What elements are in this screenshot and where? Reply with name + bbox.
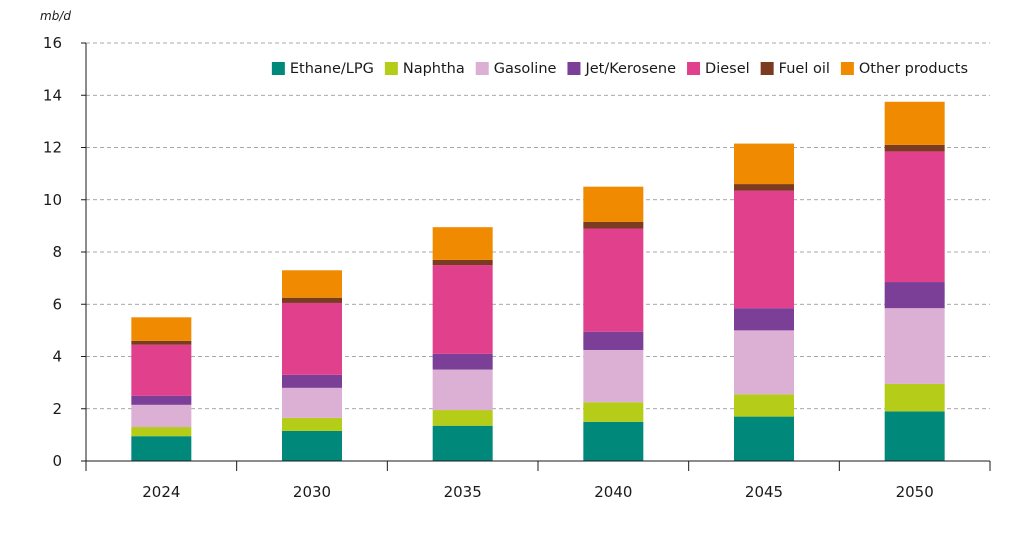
legend-label: Diesel [705, 61, 750, 77]
bar-segment [131, 317, 192, 341]
bar-segment [583, 228, 644, 332]
bar-segment [282, 302, 342, 375]
bar-segment [583, 421, 644, 461]
bar-segment [583, 186, 644, 222]
bar-segment [884, 144, 945, 152]
bar-segment [282, 430, 342, 461]
x-tick-label: 2030 [293, 483, 331, 501]
bar-segment [432, 353, 493, 370]
legend-item: Ethane/LPG [271, 61, 374, 77]
bar-segment [131, 395, 192, 405]
bar-segment [734, 394, 794, 417]
legend: Ethane/LPG Naphtha Gasoline Jet/Kerosene Die… [271, 61, 968, 77]
bar-segment [432, 227, 493, 260]
bar-segment [131, 427, 192, 437]
bar-segment [734, 308, 794, 331]
bar-segment [282, 297, 342, 303]
x-tick-label: 2045 [745, 483, 783, 501]
bar-segment [432, 259, 493, 266]
legend-swatch [384, 62, 398, 75]
legend-swatch [687, 62, 701, 75]
bar-segment [432, 369, 493, 411]
legend-item: Jet/Kerosene [567, 61, 676, 77]
gridlines [86, 42, 990, 410]
x-tick-label: 2024 [142, 483, 180, 501]
bar-segment [884, 308, 945, 384]
y-axis-unit-label: mb/d [40, 9, 71, 23]
bar-segment [282, 417, 342, 431]
y-tick-label: 12 [43, 139, 62, 157]
legend-label: Gasoline [494, 61, 557, 77]
legend-label: Jet/Kerosene [584, 61, 676, 77]
bar-segment [583, 221, 644, 229]
bar-segment [282, 387, 342, 418]
legend-swatch [840, 62, 854, 75]
bar-segment [583, 349, 644, 403]
bar-segment [884, 151, 945, 283]
bar-segment [734, 416, 794, 461]
y-tick-label: 2 [52, 400, 62, 418]
bar-segment [131, 340, 192, 345]
legend-item: Naphtha [384, 61, 465, 77]
bar-segment [734, 330, 794, 395]
legend-swatch [271, 62, 285, 75]
legend-label: Naphtha [403, 61, 465, 77]
bar-segment [131, 436, 192, 461]
axes: 0 2 4 6 8 10 12 14 16 2024 2030 2035 2040 2045 2050 [43, 34, 991, 501]
bar-segment [282, 270, 342, 298]
y-tick-label: 0 [52, 452, 62, 470]
y-tick-label: 4 [52, 348, 62, 366]
legend-item: Diesel [687, 61, 750, 77]
bar-segment [432, 410, 493, 426]
bar-segment [432, 265, 493, 354]
bar-segment [583, 402, 644, 422]
legend-swatch [475, 62, 489, 75]
bar-segment [734, 143, 794, 185]
bar-segment [282, 374, 342, 388]
legend-label: Fuel oil [779, 61, 830, 77]
bar-segment [884, 101, 945, 145]
legend-swatch [760, 62, 774, 75]
x-tick-label: 2050 [896, 483, 934, 501]
legend-label: Other products [859, 61, 968, 77]
y-tick-label: 16 [43, 34, 62, 52]
bar-segment [884, 411, 945, 461]
x-tick-label: 2040 [594, 483, 632, 501]
bar-segment [583, 331, 644, 350]
y-tick-label: 14 [43, 86, 62, 104]
bar-segment [131, 404, 192, 428]
y-tick-label: 6 [52, 295, 62, 313]
y-tick-label: 10 [43, 191, 62, 209]
legend-item: Gasoline [475, 61, 557, 77]
x-tick-label: 2035 [444, 483, 482, 501]
legend-swatch [567, 62, 581, 75]
bar-segment [734, 184, 794, 191]
bar-segment [131, 344, 192, 396]
bars [131, 101, 945, 461]
bar-segment [432, 425, 493, 461]
bar-segment [734, 190, 794, 309]
legend-item: Fuel oil [760, 61, 830, 77]
legend-item: Other products [840, 61, 968, 77]
y-tick-label: 8 [52, 243, 62, 261]
bar-segment [884, 282, 945, 309]
bar-segment [884, 383, 945, 412]
legend-label: Ethane/LPG [290, 61, 374, 77]
